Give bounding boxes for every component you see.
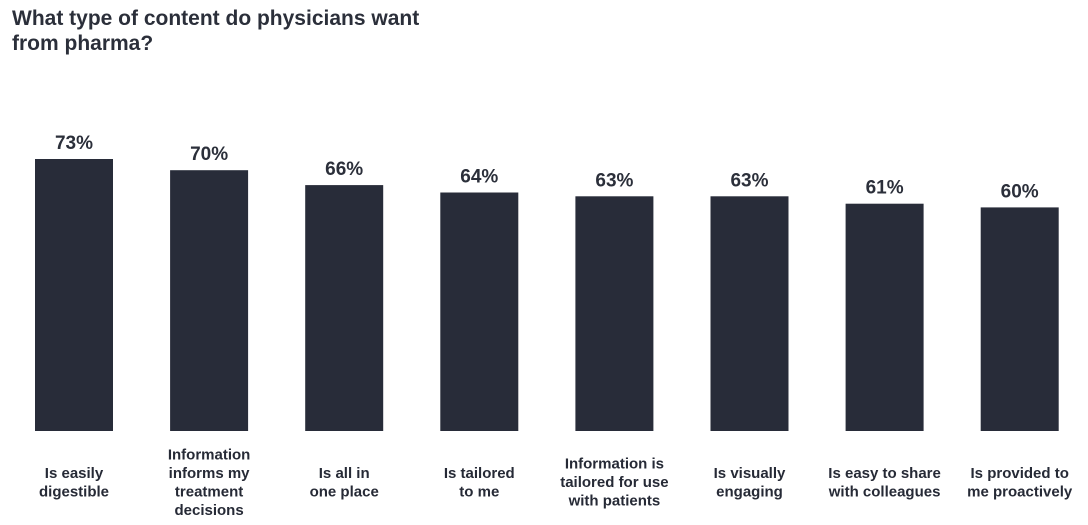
category-label-line: digestible [39,483,109,500]
category-label-4: Is tailored to me [444,465,515,501]
category-labels-layer: Is easily digestible Information informs my… [39,446,1073,519]
category-label-3: Is all in one place [310,465,379,501]
category-label-1: Is easily digestible [39,465,109,501]
bar-3 [305,185,384,431]
bar-value-label-1: 73% [55,133,93,154]
bar-value-label-3: 66% [325,159,363,180]
bar-7 [845,203,924,431]
value-labels-layer: 73% 70% 66% 64% 63% 63% 61% 60% [55,133,1039,202]
category-label-line: treatment [175,483,243,500]
bar-4 [440,192,519,431]
category-label-line: Information is [565,456,664,473]
category-label-2: Information informs my treatment decisions [168,446,251,519]
category-label-line: Is visually [714,465,786,482]
bar-6 [710,196,789,431]
category-label-5: Information is tailored for use with patie… [560,456,668,510]
category-label-line: Information [168,446,251,463]
bar-value-label-6: 63% [730,170,768,191]
category-label-8: Is provided to me proactively [967,465,1073,501]
bar-value-label-8: 60% [1001,181,1039,202]
category-label-line: Is easily [45,465,104,482]
category-label-line: Is all in [319,465,370,482]
category-label-line: tailored for use [560,474,668,491]
category-label-line: engaging [716,483,783,500]
category-label-line: with colleagues [828,483,941,500]
category-label-line: to me [459,483,499,500]
bars-layer [35,159,1059,431]
category-label-line: with patients [568,493,661,510]
bar-1 [35,159,113,431]
bar-5 [575,196,654,431]
bar-value-label-5: 63% [595,170,633,191]
chart-title: What type of content do physicians want … [12,7,420,55]
bar-8 [980,207,1059,431]
bar-value-label-2: 70% [190,144,228,165]
category-label-line: Is provided to [971,465,1069,482]
category-label-7: Is easy to share with colleagues [828,465,941,501]
category-label-line: one place [310,483,379,500]
bar-2 [170,170,249,431]
bar-value-label-4: 64% [460,167,498,188]
category-label-line: Is easy to share [828,465,941,482]
category-label-line: Is tailored [444,465,515,482]
category-label-6: Is visually engaging [714,465,786,501]
bar-value-label-7: 61% [866,178,904,199]
category-label-line: me proactively [967,483,1073,500]
category-label-line: decisions [174,502,243,519]
category-label-line: informs my [169,465,251,482]
